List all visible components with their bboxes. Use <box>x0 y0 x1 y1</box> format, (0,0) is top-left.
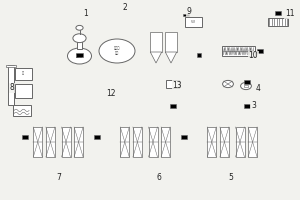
Circle shape <box>73 34 86 43</box>
Bar <box>148 127 158 157</box>
Bar <box>28 108 92 165</box>
Bar <box>96 16 198 84</box>
Text: 2: 2 <box>122 2 127 11</box>
Bar <box>197 53 201 57</box>
Bar <box>181 134 187 138</box>
Text: 4: 4 <box>256 84 260 93</box>
Bar <box>74 127 83 157</box>
Text: 3: 3 <box>251 100 256 110</box>
Bar <box>166 80 179 88</box>
Bar <box>169 104 175 108</box>
Polygon shape <box>150 52 162 63</box>
Text: 13: 13 <box>172 81 182 90</box>
Text: 炉: 炉 <box>22 72 24 76</box>
Text: 11: 11 <box>285 9 294 19</box>
Bar <box>236 127 244 157</box>
Text: 煤气柜
气柜: 煤气柜 气柜 <box>114 47 120 55</box>
Text: 12: 12 <box>106 90 116 98</box>
Circle shape <box>76 25 83 30</box>
Bar <box>13 105 31 116</box>
Bar <box>15 84 31 98</box>
Bar <box>33 127 42 157</box>
Circle shape <box>68 48 92 64</box>
Bar <box>76 53 83 57</box>
Bar <box>8 65 14 105</box>
Bar <box>77 38 82 49</box>
Bar <box>133 127 142 157</box>
Text: 6: 6 <box>157 172 161 182</box>
Bar <box>94 134 100 138</box>
Text: W: W <box>191 20 195 24</box>
Text: 1: 1 <box>83 8 88 18</box>
Circle shape <box>99 39 135 63</box>
Bar <box>161 127 170 157</box>
Bar <box>244 80 250 84</box>
Bar <box>248 127 257 157</box>
Text: 7: 7 <box>56 172 61 182</box>
Polygon shape <box>6 65 16 67</box>
Bar <box>244 104 250 108</box>
Text: 煤气炉: 煤气炉 <box>76 54 83 58</box>
Bar <box>165 32 177 52</box>
Text: 9: 9 <box>187 7 191 17</box>
Bar <box>275 11 281 15</box>
Bar <box>222 46 255 56</box>
Bar <box>244 85 248 87</box>
Bar <box>61 127 70 157</box>
Bar <box>15 68 31 80</box>
Polygon shape <box>165 52 177 63</box>
Bar <box>207 127 216 157</box>
Text: 8: 8 <box>10 83 14 92</box>
Circle shape <box>223 80 233 88</box>
Bar <box>202 108 266 165</box>
Bar <box>115 108 179 165</box>
Bar <box>256 49 262 53</box>
Bar <box>120 127 129 157</box>
Text: 10: 10 <box>249 51 258 60</box>
Bar <box>184 17 202 27</box>
Bar <box>46 127 55 157</box>
Text: 5: 5 <box>229 172 233 182</box>
Bar <box>268 18 288 26</box>
Bar <box>22 134 28 138</box>
Bar <box>150 32 162 52</box>
Circle shape <box>241 82 251 90</box>
Bar <box>220 127 229 157</box>
Bar <box>183 14 189 16</box>
